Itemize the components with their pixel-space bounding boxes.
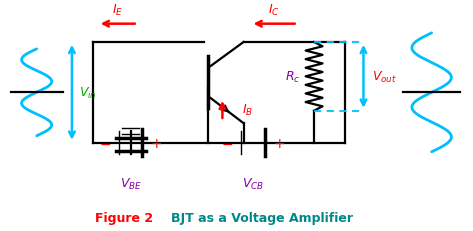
Text: $+$: $+$: [273, 136, 285, 150]
Text: $V_{BE}$: $V_{BE}$: [120, 176, 142, 191]
Text: $+$: $+$: [150, 136, 163, 150]
Text: $V_{CB}$: $V_{CB}$: [242, 176, 264, 191]
Text: $R_c$: $R_c$: [285, 70, 301, 85]
Text: $-$: $-$: [99, 136, 111, 150]
Text: Figure 2: Figure 2: [96, 211, 154, 224]
Text: $V_{out}$: $V_{out}$: [372, 70, 397, 85]
Text: $V_{in}$: $V_{in}$: [79, 85, 97, 100]
Text: BJT as a Voltage Amplifier: BJT as a Voltage Amplifier: [171, 211, 353, 224]
Text: $I_E$: $I_E$: [112, 3, 123, 18]
Text: $I_C$: $I_C$: [268, 3, 280, 18]
Text: $I_B$: $I_B$: [242, 103, 254, 118]
Text: $-$: $-$: [221, 136, 233, 150]
